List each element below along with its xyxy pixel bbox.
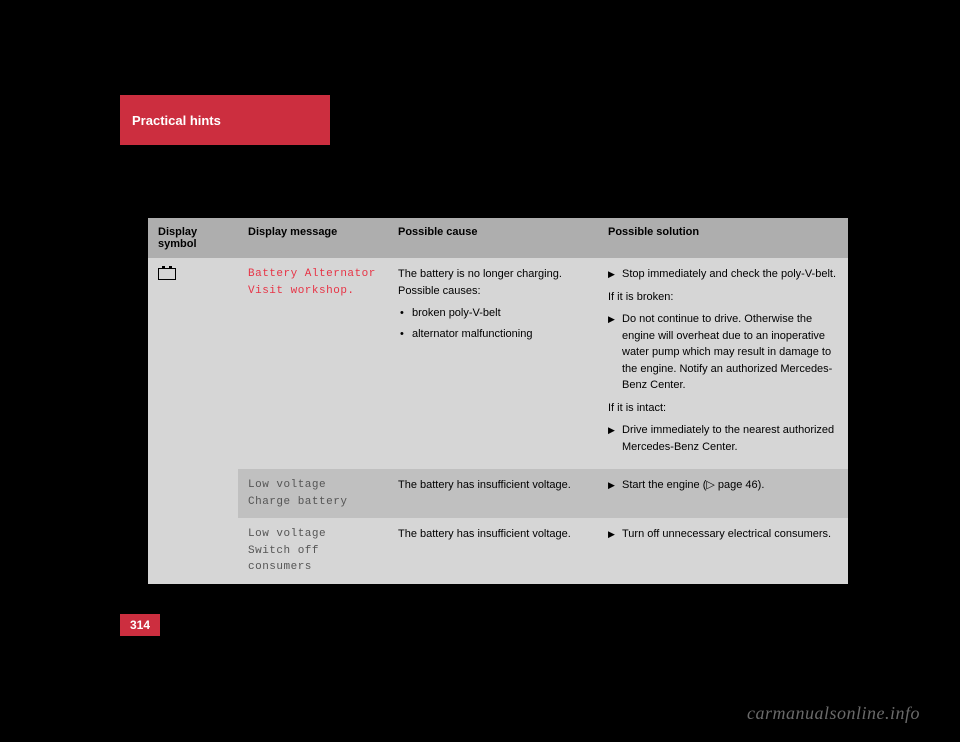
col-header-message: Display message [238,218,388,258]
solution-text: Turn off unnecessary electrical consumer… [622,528,831,540]
page-number-box: 314 [120,614,160,636]
solution-note: If it is intact: [608,400,838,417]
cell-solution: ▶ Start the engine (▷ page 46). [598,469,848,518]
cell-cause: The battery has insufficient voltage. [388,518,598,584]
page-number: 314 [130,618,150,632]
cell-cause: The battery is no longer charging. Possi… [388,258,598,469]
message-line: Low voltage [248,526,378,543]
cell-solution: ▶ Stop immediately and check the poly-V-b… [598,258,848,469]
solution-step: ▶ Do not continue to drive. Otherwise the… [608,311,838,394]
col-header-solution: Possible solution [598,218,848,258]
watermark: carmanualsonline.info [747,703,920,724]
solution-step: ▶ Stop immediately and check the poly-V-b… [608,266,838,283]
cell-cause: The battery has insufficient voltage. [388,469,598,518]
solution-note: If it is broken: [608,289,838,306]
message-line: Battery Alternator [248,266,378,283]
table-row: Battery AlternatorVisit workshop. The bat… [148,258,848,469]
table-header-row: Display symbol Display message Possible … [148,218,848,258]
section-header-band: Practical hints [120,95,330,145]
cause-text: The battery is no longer charging. Possi… [398,266,588,299]
cause-text: The battery has insufficient voltage. [398,477,588,494]
table-row: Low voltageSwitch off consumers The batte… [148,518,848,584]
cause-bullet: broken poly-V-belt [398,305,588,322]
arrow-icon: ▶ [608,424,615,438]
arrow-icon: ▶ [608,528,615,542]
cell-message: Low voltageSwitch off consumers [238,518,388,584]
arrow-icon: ▶ [608,479,615,493]
message-line: Visit workshop. [248,283,378,300]
cell-message: Low voltageCharge battery [238,469,388,518]
battery-icon [158,268,176,280]
solution-text: Do not continue to drive. Otherwise the … [622,313,832,391]
solution-step: ▶ Drive immediately to the nearest author… [608,422,838,455]
solution-step: ▶ Turn off unnecessary electrical consume… [608,526,838,543]
message-line: Charge battery [248,494,378,511]
col-header-cause: Possible cause [388,218,598,258]
message-line: Low voltage [248,477,378,494]
section-subtitle: What to do if ... [138,160,219,174]
section-title: Practical hints [132,113,221,128]
cause-text: The battery has insufficient voltage. [398,526,588,543]
arrow-icon: ▶ [608,268,615,282]
cell-message: Battery AlternatorVisit workshop. [238,258,388,469]
table-row: Low voltageCharge battery The battery has… [148,469,848,518]
cell-solution: ▶ Turn off unnecessary electrical consume… [598,518,848,584]
message-line: Switch off consumers [248,543,378,576]
cell-symbol [148,258,238,584]
solution-text: Drive immediately to the nearest authori… [622,424,834,453]
solution-text: Start the engine (▷ page 46). [622,479,764,491]
col-header-symbol: Display symbol [148,218,238,258]
arrow-icon: ▶ [608,313,615,327]
cause-bullet-list: broken poly-V-belt alternator malfunction… [398,305,588,342]
messages-table-wrap: Display symbol Display message Possible … [148,218,848,584]
solution-step: ▶ Start the engine (▷ page 46). [608,477,838,494]
cause-bullet: alternator malfunctioning [398,326,588,343]
messages-table: Display symbol Display message Possible … [148,218,848,584]
solution-text: Stop immediately and check the poly-V-be… [622,268,836,280]
